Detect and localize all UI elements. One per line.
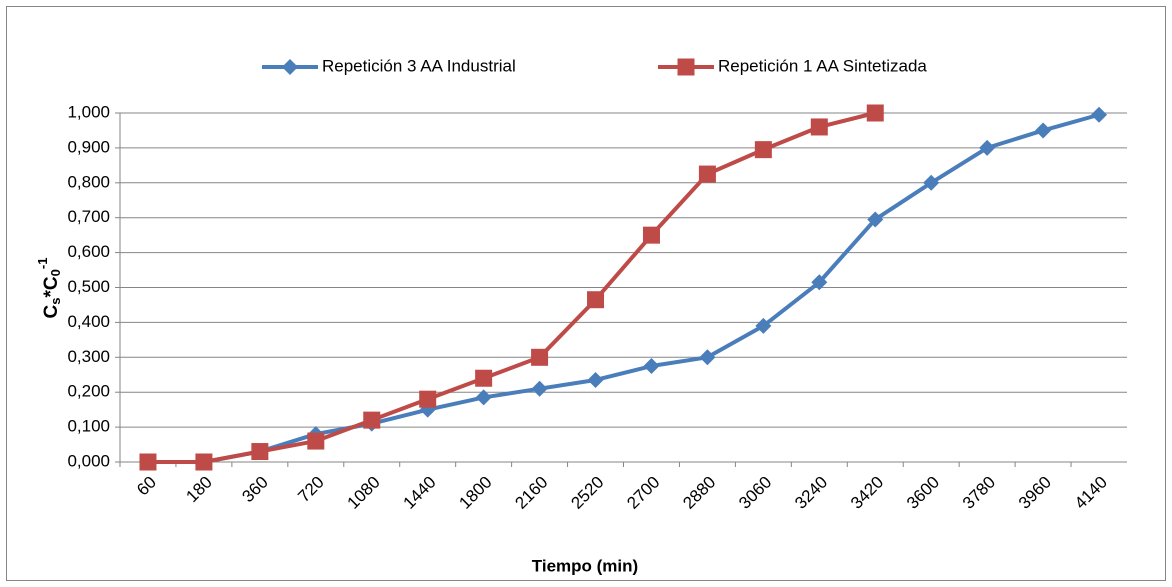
marker [643,358,660,375]
marker [755,317,772,334]
marker [587,371,604,388]
marker [866,104,884,122]
series-line [147,111,876,464]
marker [587,291,605,309]
y-tick-label: 0,600 [67,242,110,261]
marker [363,411,381,429]
y-axis-title-part: C [41,304,62,318]
y-axis-title-part: s [48,297,63,304]
y-tick-label: 0,000 [67,451,110,470]
marker [1091,106,1108,123]
marker [475,389,492,406]
marker [195,453,213,471]
y-tick-label: 0,200 [67,382,110,401]
series-line [147,112,1100,464]
y-axis-title-part: -1 [35,258,50,270]
marker [979,139,996,156]
marker [810,118,828,136]
marker [475,369,493,387]
legend-label: Repetición 3 AA Industrial [322,56,516,75]
y-tick-label: 0,700 [67,207,110,226]
legend-marker [282,59,298,75]
y-axis-title: Cs*C0-1 [35,258,63,319]
y-tick-label: 0,800 [67,172,110,191]
marker [698,165,716,183]
y-tick-label: 0,400 [67,312,110,331]
marker [754,141,772,159]
y-tick-label: 0,900 [67,137,110,156]
marker [923,174,940,191]
marker [307,432,325,450]
y-axis-title-part: 0 [48,269,63,276]
marker [139,453,157,471]
marker [531,348,549,366]
marker [811,274,828,291]
y-tick-label: 0,100 [67,417,110,436]
y-axis-title-part: *C [41,276,62,297]
x-axis-title: Tiempo (min) [532,556,638,575]
legend-label: Repetición 1 AA Sintetizada [718,56,927,75]
marker [642,226,660,244]
y-tick-label: 1,000 [67,102,110,121]
marker [867,211,884,228]
marker [419,390,437,408]
y-tick-label: 0,500 [67,277,110,296]
marker [531,380,548,397]
chart-border [6,6,1166,581]
legend-marker [677,58,695,76]
marker [699,349,716,366]
y-tick-label: 0,300 [67,347,110,366]
marker [251,443,269,461]
marker [1035,122,1052,139]
